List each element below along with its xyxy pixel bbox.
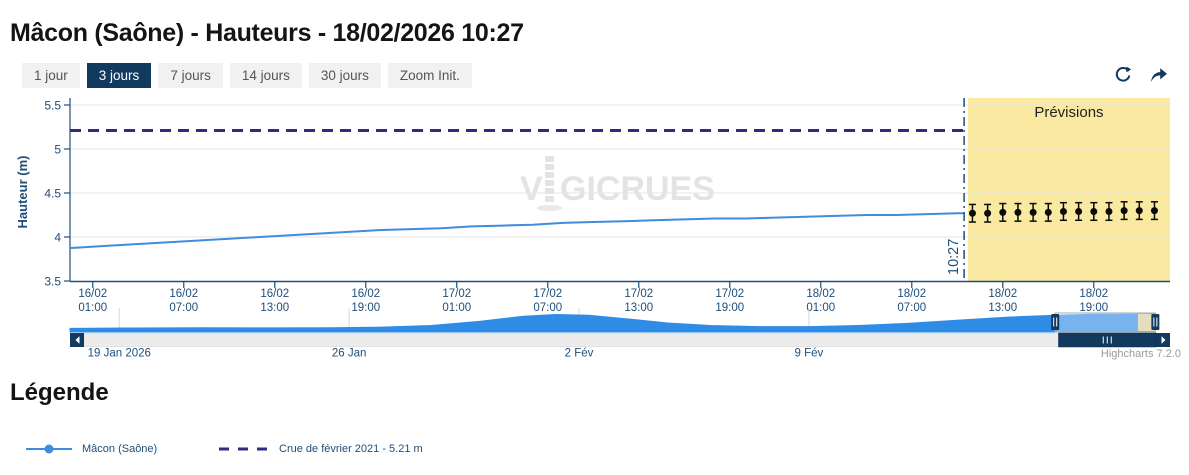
navigator-tick-label: 9 Fév	[795, 348, 824, 360]
x-tick-label: 16/02 07:00	[169, 288, 198, 314]
svg-text:GICRUES: GICRUES	[560, 170, 715, 208]
x-tick-label: 17/02 19:00	[715, 288, 744, 314]
forecast-point	[1090, 201, 1098, 222]
share-icon	[1151, 68, 1167, 82]
navigator-tick-label: 19 Jan 2026	[88, 348, 151, 360]
forecast-point	[1044, 202, 1052, 222]
gauge-staff-icon	[545, 172, 554, 178]
x-tick-label: 17/02 01:00	[442, 288, 471, 314]
hauteurs-chart[interactable]: Prévisions V GICRUES 5.5 5 4.5 4 3.5 Hauteur (m)…	[0, 95, 1189, 367]
x-tick-label: 16/02 19:00	[351, 288, 380, 314]
legend-item-label: Mâcon (Saône)	[82, 443, 158, 455]
svg-text:V: V	[520, 170, 543, 208]
forecast-point	[1120, 201, 1128, 221]
refresh-icon	[1115, 66, 1132, 82]
navigator-handle-right[interactable]	[1151, 314, 1160, 330]
x-tick-label: 17/02 13:00	[624, 288, 653, 314]
forecast-point	[999, 202, 1007, 222]
vigicrues-watermark: V GICRUES	[520, 156, 715, 211]
forecast-point	[1059, 201, 1067, 222]
gauge-staff-icon	[545, 196, 554, 202]
share-button[interactable]	[1148, 64, 1170, 86]
legend-item-label: Crue de février 2021 - 5.21 m	[279, 443, 423, 455]
y-tick-label: 4.5	[44, 187, 61, 201]
forecast-point	[968, 203, 976, 223]
y-axis-title: Hauteur (m)	[15, 156, 30, 229]
forecast-point	[1029, 202, 1037, 222]
forecast-point	[1150, 201, 1158, 221]
navigator-forecast-zone	[1137, 314, 1156, 331]
dashed-line-marker-icon	[219, 447, 269, 451]
zoom-init-button[interactable]: Zoom Init.	[387, 63, 472, 88]
x-tick-label: 18/02 13:00	[988, 288, 1017, 314]
x-tick-label: 18/02 19:00	[1079, 288, 1108, 314]
legend-item-macon-saone[interactable]: Mâcon (Saône)	[25, 443, 157, 455]
forecast-band	[967, 98, 1170, 281]
series-line-macon-saone	[69, 212, 965, 249]
range-button-3-jours[interactable]: 3 jours	[86, 63, 152, 88]
scrollbar-track[interactable]	[83, 333, 1157, 347]
legend-heading: Légende	[10, 379, 109, 406]
refresh-button[interactable]	[1112, 64, 1134, 86]
gauge-staff-icon	[545, 164, 554, 170]
legend-item-crue-fevrier-2021[interactable]: Crue de février 2021 - 5.21 m	[218, 443, 423, 455]
forecast-point	[1105, 201, 1113, 222]
y-tick-label: 5	[54, 143, 61, 157]
gauge-staff-icon	[545, 180, 554, 186]
range-button-14-jours[interactable]: 14 jours	[229, 63, 302, 88]
navigator-handle-left[interactable]	[1051, 314, 1060, 330]
scrollbar-left-arrow-icon	[75, 336, 80, 344]
y-tick-label: 5.5	[44, 99, 61, 113]
gauge-staff-icon	[545, 156, 554, 162]
forecast-band-label: Prévisions	[1034, 104, 1103, 121]
forecast-point	[984, 203, 992, 223]
range-button-1-jour[interactable]: 1 jour	[22, 63, 80, 88]
y-tick-label: 4	[54, 231, 61, 245]
series-line-marker-icon	[26, 444, 72, 454]
navigator-tick-label: 2 Fév	[565, 348, 594, 360]
scrollbar-right-arrow-icon	[1161, 336, 1166, 344]
chart-actions	[1112, 64, 1170, 86]
x-tick-label: 18/02 01:00	[806, 288, 835, 314]
x-tick-label: 16/02 01:00	[78, 288, 107, 314]
x-tick-label: 18/02 07:00	[897, 288, 926, 314]
navigator-window[interactable]	[1054, 312, 1156, 333]
now-time-label: 10:27	[946, 239, 962, 275]
forecast-point	[1135, 201, 1143, 221]
navigator-area[interactable]	[69, 313, 1156, 333]
range-button-7-jours[interactable]: 7 jours	[158, 63, 223, 88]
x-tick-label: 17/02 07:00	[533, 288, 562, 314]
highcharts-credit: Highcharts 7.2.0	[1101, 348, 1181, 360]
y-tick-label: 3.5	[44, 275, 61, 289]
navigator-tick-label: 26 Jan	[332, 348, 367, 360]
page-title: Mâcon (Saône) - Hauteurs - 18/02/2026 10…	[10, 18, 524, 47]
forecast-point	[1075, 201, 1083, 222]
range-button-30-jours[interactable]: 30 jours	[308, 63, 381, 88]
forecast-point	[1014, 202, 1022, 222]
range-toolbar: 1 jour 3 jours 7 jours 14 jours 30 jours…	[22, 63, 472, 88]
x-tick-label: 16/02 13:00	[260, 288, 289, 314]
